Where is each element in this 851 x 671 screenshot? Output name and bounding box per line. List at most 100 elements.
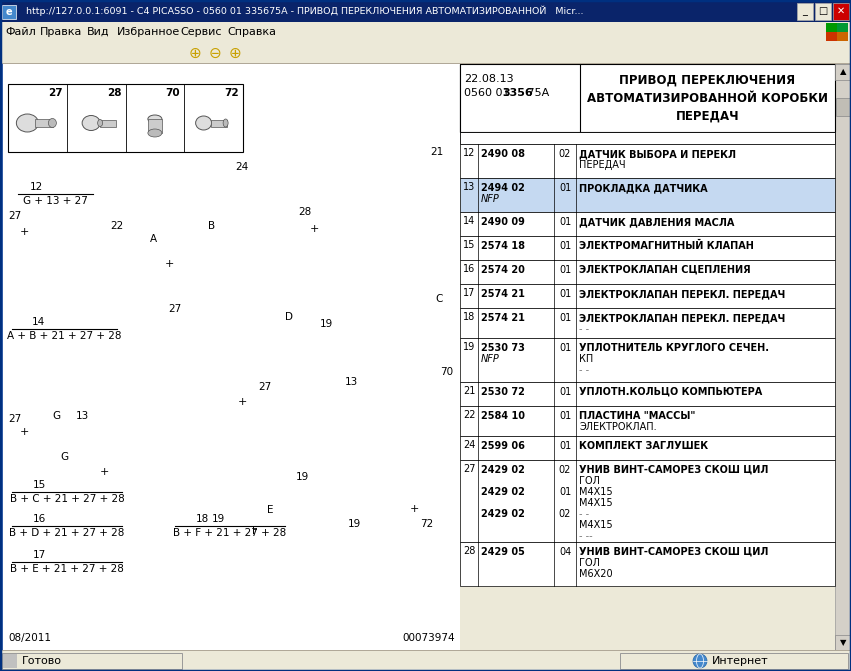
Bar [460,144,835,178]
Text: M4X15: M4X15 [579,487,613,497]
Text: 16: 16 [463,264,475,274]
Text: 01: 01 [559,183,571,193]
Text: 01: 01 [559,441,571,451]
Text: ПРОКЛАДКА ДАТЧИКА: ПРОКЛАДКА ДАТЧИКА [579,183,708,193]
Text: F: F [252,526,258,536]
Text: 15: 15 [33,480,46,490]
Text: КП: КП [579,354,593,364]
Text: 2574 21: 2574 21 [481,313,525,323]
Bar [0,64,460,651]
Text: 02: 02 [559,509,571,519]
Ellipse shape [196,116,212,130]
Text: 15: 15 [463,240,475,250]
Text: 19: 19 [320,319,334,329]
Text: +: + [20,227,30,237]
Text: Правка: Правка [40,27,83,37]
Text: □: □ [819,6,828,16]
Text: 2574 21: 2574 21 [481,289,525,299]
Text: B + E + 21 + 27 + 28: B + E + 21 + 27 + 28 [10,564,124,574]
Text: 19: 19 [463,342,475,352]
Text: B: B [208,221,215,231]
Bar [460,64,835,132]
Text: 01: 01 [559,217,571,227]
Text: ▲: ▲ [840,68,846,76]
Text: 24: 24 [235,162,248,172]
Text: УНИВ ВИНТ-САМОРЕЗ СКОШ ЦИЛ: УНИВ ВИНТ-САМОРЕЗ СКОШ ЦИЛ [579,547,768,557]
Bar [460,338,835,382]
Text: NFP: NFP [481,354,500,364]
Text: 3356: 3356 [502,88,533,98]
Bar [460,236,835,260]
Text: 00073974: 00073974 [403,633,455,643]
Bar [620,653,848,669]
Text: УПЛОТНИТЕЛЬ КРУГЛОГО СЕЧЕН.: УПЛОТНИТЕЛЬ КРУГЛОГО СЕЧЕН. [579,343,769,353]
Text: E: E [267,505,273,515]
Text: 13: 13 [345,377,358,387]
Text: G: G [52,411,60,421]
Text: 2429 02: 2429 02 [481,509,525,519]
Text: 04: 04 [559,547,571,557]
Text: ⊖: ⊖ [208,46,221,60]
Bar [826,23,848,41]
Text: 2574 20: 2574 20 [481,265,525,275]
Text: - --: - -- [579,531,592,541]
Text: M4X15: M4X15 [579,520,613,530]
Text: 01: 01 [559,411,571,421]
Bar [0,650,851,651]
Bar [2,653,182,669]
Text: B + D + 21 + 27 + 28: B + D + 21 + 27 + 28 [9,528,125,538]
Text: 2429 05: 2429 05 [481,547,525,557]
Text: +: + [20,427,30,437]
Text: 02: 02 [559,149,571,159]
Bar [100,119,116,127]
Text: +: + [310,224,319,234]
Text: 2530 73: 2530 73 [481,343,525,353]
Text: G + 13 + 27: G + 13 + 27 [23,196,88,206]
Text: ✕: ✕ [837,6,845,16]
Bar [3,654,17,668]
Text: 27: 27 [8,414,21,424]
Text: 72: 72 [225,88,239,98]
Text: 27: 27 [49,88,63,98]
Text: УНИВ ВИНТ-САМОРЕЗ СКОШ ЦИЛ: УНИВ ВИНТ-САМОРЕЗ СКОШ ЦИЛ [579,465,768,475]
Text: ГОЛ: ГОЛ [579,476,600,486]
Text: Вид: Вид [87,27,110,37]
Text: 12: 12 [463,148,475,158]
Text: 75A: 75A [524,88,550,98]
Bar [8,84,243,152]
Ellipse shape [49,119,56,127]
Text: 2494 02: 2494 02 [481,183,525,193]
Bar [0,22,851,42]
Text: 28: 28 [107,88,122,98]
Text: Файл: Файл [5,27,36,37]
Text: 14: 14 [31,317,45,327]
Bar [36,119,54,127]
Ellipse shape [83,115,100,130]
Text: 70: 70 [440,367,453,377]
Text: 19: 19 [212,514,226,524]
Bar [460,436,835,460]
Text: КОМПЛЕКТ ЗАГЛУШЕК: КОМПЛЕКТ ЗАГЛУШЕК [579,441,708,451]
Text: ЭЛЕКТРОКЛАПАН ПЕРЕКЛ. ПЕРЕДАЧ: ЭЛЕКТРОКЛАПАН ПЕРЕКЛ. ПЕРЕДАЧ [579,289,785,299]
Bar [835,64,851,651]
Text: 2599 06: 2599 06 [481,441,525,451]
Text: _: _ [802,6,808,16]
Text: 2490 09: 2490 09 [481,217,525,227]
Text: 16: 16 [33,514,46,524]
Text: 2584 10: 2584 10 [481,411,525,421]
Text: 27: 27 [8,211,21,221]
Text: 2429 02: 2429 02 [481,465,525,475]
Text: 28: 28 [298,207,311,217]
Text: 21: 21 [430,147,443,157]
Text: 01: 01 [559,343,571,353]
Text: - -: - - [579,509,589,519]
Text: УПЛОТН.КОЛЬЦО КОМПЬЮТЕРА: УПЛОТН.КОЛЬЦО КОМПЬЮТЕРА [579,387,762,397]
Bar [0,63,851,64]
Bar [460,542,835,586]
Ellipse shape [148,129,162,137]
Text: 27: 27 [463,464,475,474]
Text: C: C [435,294,443,304]
Text: 01: 01 [559,265,571,275]
Bar [815,3,831,20]
Text: ПЕРЕДАЧ: ПЕРЕДАЧ [579,160,625,170]
